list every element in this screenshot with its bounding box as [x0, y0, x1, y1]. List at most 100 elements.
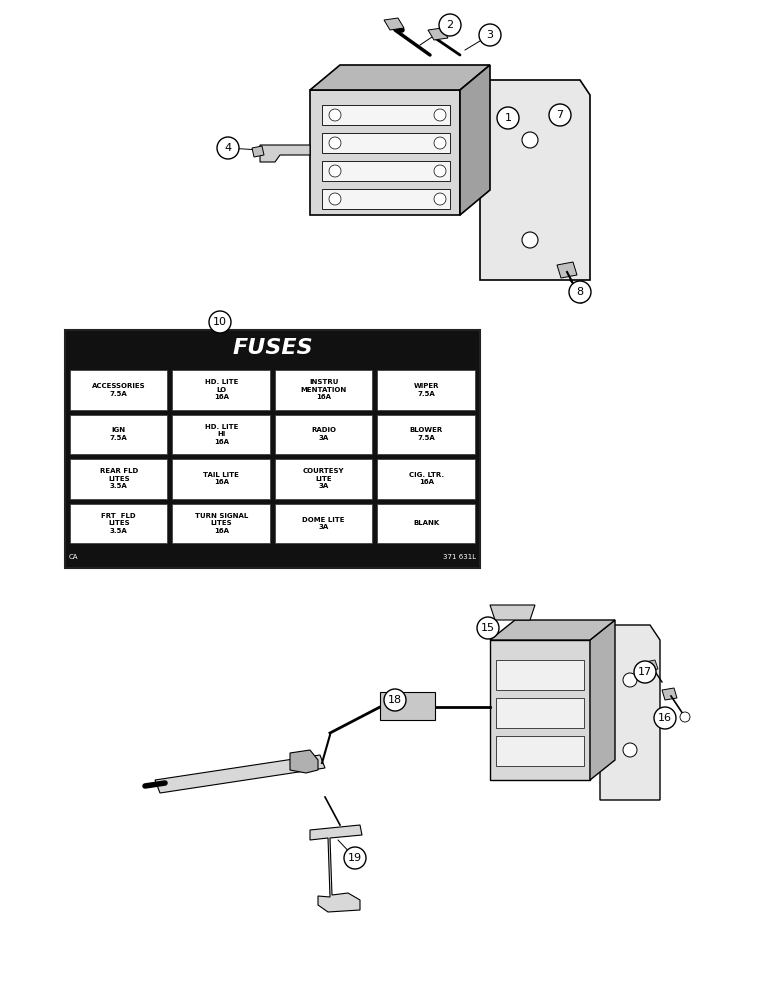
Polygon shape — [496, 660, 584, 690]
Polygon shape — [590, 620, 615, 780]
Polygon shape — [322, 161, 450, 181]
Text: 4: 4 — [225, 143, 232, 153]
FancyBboxPatch shape — [70, 370, 168, 410]
FancyBboxPatch shape — [65, 330, 480, 568]
Circle shape — [634, 661, 656, 683]
Polygon shape — [496, 698, 584, 728]
Polygon shape — [480, 80, 590, 280]
Text: 3: 3 — [486, 30, 493, 40]
Polygon shape — [290, 750, 318, 773]
Circle shape — [434, 193, 446, 205]
Text: 10: 10 — [213, 317, 227, 327]
Polygon shape — [460, 65, 490, 215]
Text: RADIO
3A: RADIO 3A — [311, 428, 337, 441]
Polygon shape — [155, 755, 325, 793]
Text: CA: CA — [69, 554, 79, 560]
Text: DOME LITE
3A: DOME LITE 3A — [303, 516, 345, 530]
Text: TURN SIGNAL
LITES
16A: TURN SIGNAL LITES 16A — [195, 513, 248, 534]
Text: HD. LITE
HI
16A: HD. LITE HI 16A — [205, 424, 238, 445]
Polygon shape — [252, 146, 264, 157]
Polygon shape — [310, 825, 362, 912]
FancyBboxPatch shape — [378, 504, 475, 543]
Circle shape — [434, 165, 446, 177]
Polygon shape — [384, 18, 404, 30]
Text: 1: 1 — [504, 113, 512, 123]
Polygon shape — [310, 65, 490, 90]
Polygon shape — [322, 105, 450, 125]
Text: 7: 7 — [557, 110, 564, 120]
Text: FUSES: FUSES — [232, 338, 313, 358]
Circle shape — [217, 137, 239, 159]
Polygon shape — [310, 90, 460, 215]
FancyBboxPatch shape — [70, 459, 168, 498]
Circle shape — [439, 14, 461, 36]
Circle shape — [623, 743, 637, 757]
Text: FRT  FLD
LITES
3.5A: FRT FLD LITES 3.5A — [101, 513, 136, 534]
Text: CIG. LTR.
16A: CIG. LTR. 16A — [408, 472, 444, 486]
Circle shape — [434, 137, 446, 149]
FancyBboxPatch shape — [378, 459, 475, 498]
Polygon shape — [645, 660, 658, 671]
FancyBboxPatch shape — [275, 370, 373, 410]
Circle shape — [329, 137, 341, 149]
FancyBboxPatch shape — [378, 370, 475, 410]
Polygon shape — [428, 28, 448, 40]
Circle shape — [680, 712, 690, 722]
Circle shape — [329, 165, 341, 177]
FancyBboxPatch shape — [70, 504, 168, 543]
Circle shape — [329, 193, 341, 205]
FancyBboxPatch shape — [275, 414, 373, 454]
Polygon shape — [662, 688, 677, 700]
Text: IGN
7.5A: IGN 7.5A — [110, 428, 127, 441]
FancyBboxPatch shape — [172, 414, 270, 454]
Polygon shape — [490, 640, 590, 780]
FancyBboxPatch shape — [275, 459, 373, 498]
Polygon shape — [322, 133, 450, 153]
Text: HD. LITE
LO
16A: HD. LITE LO 16A — [205, 379, 238, 400]
FancyBboxPatch shape — [378, 414, 475, 454]
FancyBboxPatch shape — [172, 504, 270, 543]
Circle shape — [522, 232, 538, 248]
Circle shape — [522, 132, 538, 148]
FancyBboxPatch shape — [172, 370, 270, 410]
Polygon shape — [260, 145, 310, 162]
Polygon shape — [490, 605, 535, 620]
Polygon shape — [496, 736, 584, 766]
Polygon shape — [322, 189, 450, 209]
Circle shape — [576, 293, 586, 303]
Text: INSTRU
MENTATION
16A: INSTRU MENTATION 16A — [300, 379, 347, 400]
FancyBboxPatch shape — [275, 504, 373, 543]
Polygon shape — [490, 620, 615, 640]
Text: 2: 2 — [446, 20, 454, 30]
Circle shape — [569, 281, 591, 303]
Text: 8: 8 — [577, 287, 584, 297]
Text: 19: 19 — [348, 853, 362, 863]
Text: 15: 15 — [481, 623, 495, 633]
Text: 17: 17 — [638, 667, 652, 677]
Text: 16: 16 — [658, 713, 672, 723]
Text: COURTESY
LITE
3A: COURTESY LITE 3A — [303, 468, 344, 489]
Circle shape — [477, 617, 499, 639]
Circle shape — [497, 107, 519, 129]
Text: WIPER
7.5A: WIPER 7.5A — [414, 383, 439, 396]
Circle shape — [549, 104, 571, 126]
Circle shape — [623, 673, 637, 687]
FancyBboxPatch shape — [172, 459, 270, 498]
FancyBboxPatch shape — [70, 414, 168, 454]
FancyBboxPatch shape — [380, 692, 435, 720]
Text: TAIL LITE
16A: TAIL LITE 16A — [203, 472, 239, 486]
Text: 18: 18 — [388, 695, 402, 705]
Polygon shape — [600, 625, 660, 800]
Text: 371 631L: 371 631L — [443, 554, 476, 560]
Circle shape — [344, 847, 366, 869]
Circle shape — [479, 24, 501, 46]
Polygon shape — [557, 262, 577, 278]
Circle shape — [434, 109, 446, 121]
Text: BLOWER
7.5A: BLOWER 7.5A — [410, 428, 443, 441]
Text: REAR FLD
LITES
3.5A: REAR FLD LITES 3.5A — [100, 468, 138, 489]
Circle shape — [384, 689, 406, 711]
Circle shape — [654, 707, 676, 729]
Circle shape — [209, 311, 231, 333]
Text: ACCESSORIES
7.5A: ACCESSORIES 7.5A — [92, 383, 146, 396]
Text: BLANK: BLANK — [413, 520, 439, 526]
